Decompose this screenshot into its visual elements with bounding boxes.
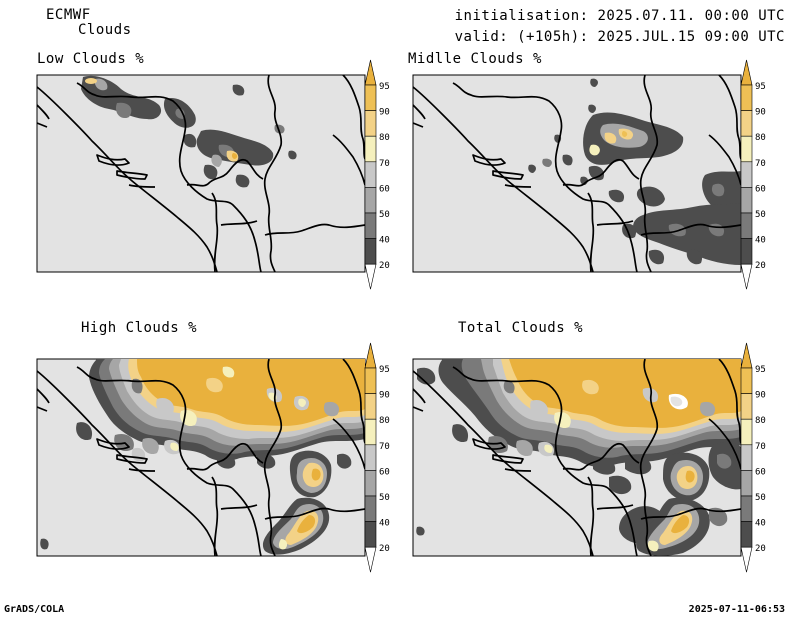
legend-label: 80	[755, 416, 766, 426]
legend-label: 50	[755, 493, 766, 503]
panel-low	[36, 74, 366, 273]
legend-arrow-top	[740, 59, 753, 86]
legend-box	[740, 238, 753, 265]
legend-label: 60	[755, 184, 766, 194]
colour-legend-middle: 95 90 80 70 60 50 40 20	[740, 59, 766, 290]
legend-box	[740, 212, 753, 239]
legend-label: 70	[379, 442, 390, 452]
legend-label: 95	[379, 82, 390, 92]
legend-arrow-bottom	[364, 546, 377, 573]
legend-label: 40	[379, 519, 390, 529]
legend-label: 60	[755, 467, 766, 477]
legend-box	[740, 84, 753, 111]
legend-box	[364, 418, 377, 446]
legend-label: 90	[755, 391, 766, 401]
legend-label: 95	[379, 365, 390, 375]
legend-label: 20	[379, 261, 390, 271]
legend-box	[364, 135, 377, 163]
valid-time: valid: (+105h): 2025.JUL.15 09:00 UTC	[454, 29, 785, 45]
legend-box	[740, 135, 753, 163]
legend-box	[364, 393, 377, 420]
panel-title-low: Low Clouds %	[37, 51, 145, 67]
legend-label: 20	[755, 261, 766, 271]
panel-total	[412, 358, 742, 557]
colour-legend-total: 95 90 80 70 60 50 40 20	[740, 342, 766, 573]
legend-box	[364, 212, 377, 239]
panel-high	[36, 358, 366, 557]
legend-label: 80	[379, 416, 390, 426]
legend-box	[364, 238, 377, 265]
panel-title-middle: Midlle Clouds %	[408, 51, 542, 67]
legend-label: 95	[755, 365, 766, 375]
legend-box	[740, 495, 753, 522]
legend-box	[740, 110, 753, 137]
colour-legends: 95 90 80 70 60 50 40 20 95 90 80 70 60 50 40 20 95 90 80 70…	[364, 59, 766, 573]
panel-middle	[412, 74, 742, 273]
footer-software: GrADS/COLA	[4, 604, 65, 615]
legend-label: 40	[755, 519, 766, 529]
legend-box	[740, 161, 753, 188]
legend-arrow-bottom	[740, 263, 753, 290]
legend-arrow-bottom	[740, 546, 753, 573]
legend-label: 70	[379, 159, 390, 169]
legend-box	[364, 495, 377, 522]
legend-arrow-top	[740, 342, 753, 369]
model-name: ECMWF	[46, 7, 91, 23]
colour-legend-low: 95 90 80 70 60 50 40 20	[364, 59, 390, 290]
legend-label: 50	[755, 210, 766, 220]
legend-box	[364, 84, 377, 111]
product-name: Clouds	[78, 22, 132, 38]
legend-box	[364, 187, 377, 214]
legend-label: 60	[379, 184, 390, 194]
legend-box	[740, 444, 753, 471]
colour-legend-high: 95 90 80 70 60 50 40 20	[364, 342, 390, 573]
legend-box	[740, 470, 753, 497]
initialisation-time: initialisation: 2025.07.11. 00:00 UTC	[454, 8, 785, 24]
legend-box	[740, 393, 753, 420]
panel-title-high: High Clouds %	[81, 320, 198, 336]
legend-label: 90	[379, 391, 390, 401]
cloud-field-total	[416, 359, 741, 556]
legend-label: 60	[379, 467, 390, 477]
legend-box	[740, 367, 753, 394]
legend-box	[740, 187, 753, 214]
legend-label: 40	[755, 236, 766, 246]
legend-label: 50	[379, 493, 390, 503]
cloud-field-low	[81, 75, 297, 188]
legend-label: 95	[755, 82, 766, 92]
legend-label: 20	[379, 544, 390, 554]
legend-arrow-bottom	[364, 263, 377, 290]
legend-label: 80	[755, 133, 766, 143]
legend-label: 90	[755, 108, 766, 118]
footer-timestamp: 2025-07-11-06:53	[688, 604, 785, 615]
legend-box	[740, 418, 753, 446]
legend-label: 70	[755, 159, 766, 169]
legend-arrow-top	[364, 342, 377, 369]
legend-label: 70	[755, 442, 766, 452]
cloud-field-middle	[528, 78, 741, 265]
panel-title-total: Total Clouds %	[458, 320, 584, 336]
legend-box	[364, 161, 377, 188]
map-background	[36, 74, 366, 273]
cloud-field-high	[40, 359, 365, 555]
legend-label: 40	[379, 236, 390, 246]
legend-label: 20	[755, 544, 766, 554]
legend-label: 50	[379, 210, 390, 220]
legend-box	[364, 444, 377, 471]
legend-box	[364, 521, 377, 548]
legend-box	[740, 521, 753, 548]
legend-arrow-top	[364, 59, 377, 86]
legend-box	[364, 367, 377, 394]
legend-label: 90	[379, 108, 390, 118]
legend-box	[364, 110, 377, 137]
legend-label: 80	[379, 133, 390, 143]
legend-box	[364, 470, 377, 497]
